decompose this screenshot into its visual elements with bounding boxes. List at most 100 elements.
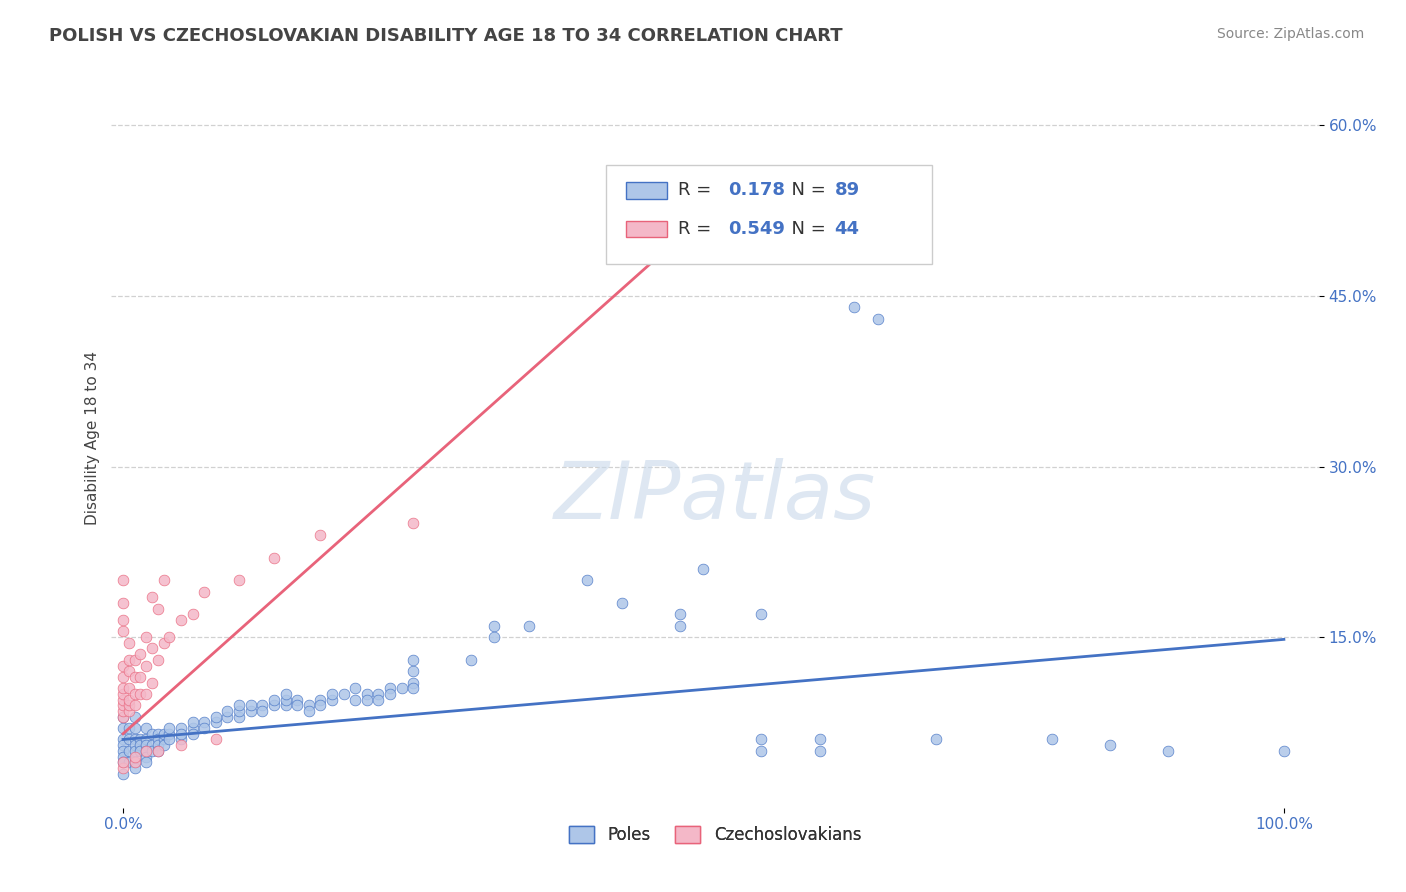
Text: 89: 89 [835, 181, 859, 200]
Point [309, 692, 332, 706]
Point [129, 670, 152, 684]
Point [124, 732, 146, 747]
Point [356, 692, 378, 706]
Point [111, 573, 134, 587]
Point [135, 630, 157, 644]
Point [111, 709, 134, 723]
Point [159, 630, 181, 644]
Point [152, 573, 174, 587]
Point [1098, 738, 1121, 752]
Point [170, 727, 193, 741]
Point [124, 755, 146, 769]
Point [146, 738, 169, 752]
Point [146, 727, 169, 741]
Point [146, 653, 169, 667]
FancyBboxPatch shape [626, 182, 666, 199]
Point [239, 698, 262, 713]
Point [129, 647, 152, 661]
Point [751, 607, 773, 622]
Point [111, 749, 134, 764]
Point [124, 687, 146, 701]
Point [111, 755, 134, 769]
Point [1040, 732, 1063, 747]
Point [669, 618, 692, 632]
Point [111, 698, 134, 713]
Point [298, 698, 321, 713]
Point [170, 738, 193, 752]
Point [111, 624, 134, 639]
Point [274, 687, 297, 701]
Point [124, 670, 146, 684]
Text: N =: N = [780, 181, 832, 200]
Point [181, 715, 204, 730]
Text: Source: ZipAtlas.com: Source: ZipAtlas.com [1216, 27, 1364, 41]
Point [252, 704, 274, 718]
Point [309, 698, 332, 713]
Point [193, 721, 215, 735]
Point [263, 692, 285, 706]
Point [111, 613, 134, 627]
Point [924, 732, 946, 747]
Point [170, 732, 193, 747]
Point [808, 744, 831, 758]
Point [129, 732, 152, 747]
Text: R =: R = [678, 220, 717, 238]
Point [263, 698, 285, 713]
Point [124, 709, 146, 723]
Point [146, 744, 169, 758]
Point [118, 704, 141, 718]
Text: 0.549: 0.549 [728, 220, 785, 238]
Point [285, 692, 308, 706]
Point [124, 738, 146, 752]
Point [135, 721, 157, 735]
Point [159, 727, 181, 741]
FancyBboxPatch shape [606, 165, 932, 264]
Point [141, 675, 163, 690]
Point [692, 562, 714, 576]
Point [111, 755, 134, 769]
Point [135, 755, 157, 769]
Point [484, 630, 506, 644]
Point [612, 596, 634, 610]
Point [141, 591, 163, 605]
Point [152, 636, 174, 650]
Point [181, 727, 204, 741]
Point [751, 744, 773, 758]
Point [118, 681, 141, 696]
Point [135, 749, 157, 764]
Point [124, 749, 146, 764]
Point [146, 744, 169, 758]
Point [159, 721, 181, 735]
Point [152, 738, 174, 752]
Point [402, 664, 425, 678]
Point [129, 738, 152, 752]
Point [111, 704, 134, 718]
Point [378, 687, 401, 701]
Point [321, 692, 343, 706]
Point [135, 738, 157, 752]
Point [111, 721, 134, 735]
Point [298, 704, 321, 718]
Point [146, 601, 169, 615]
Point [285, 698, 308, 713]
Point [193, 584, 215, 599]
Point [228, 698, 250, 713]
Point [135, 744, 157, 758]
Point [356, 687, 378, 701]
Point [118, 664, 141, 678]
Point [228, 709, 250, 723]
Point [118, 636, 141, 650]
Y-axis label: Disability Age 18 to 34: Disability Age 18 to 34 [86, 351, 100, 525]
Point [181, 607, 204, 622]
Point [152, 727, 174, 741]
Point [844, 301, 866, 315]
FancyBboxPatch shape [626, 221, 666, 237]
Point [124, 721, 146, 735]
Point [205, 715, 228, 730]
Point [205, 732, 228, 747]
Point [576, 573, 599, 587]
Point [111, 744, 134, 758]
Point [460, 653, 482, 667]
Point [170, 721, 193, 735]
Point [402, 681, 425, 696]
